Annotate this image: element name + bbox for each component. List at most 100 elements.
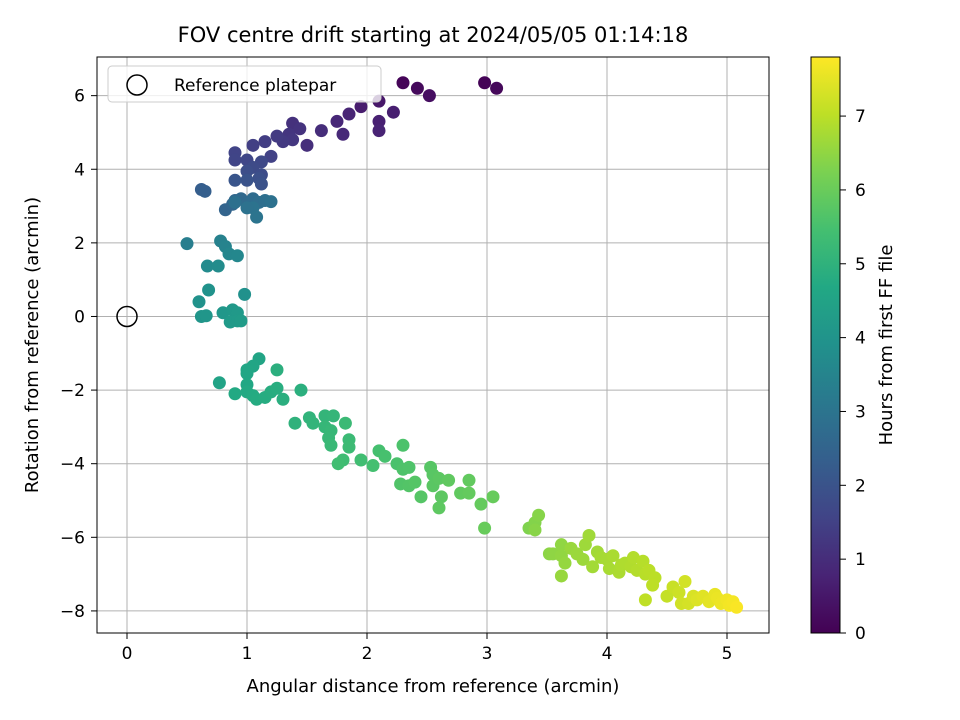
data-point bbox=[606, 549, 620, 563]
data-point bbox=[270, 129, 284, 143]
data-point bbox=[331, 457, 345, 471]
data-point bbox=[586, 560, 600, 574]
x-tick-label: 4 bbox=[602, 644, 613, 664]
y-tick-label: 0 bbox=[74, 307, 85, 327]
data-point bbox=[250, 210, 264, 224]
data-point bbox=[432, 501, 446, 515]
y-axis-label: Rotation from reference (arcmin) bbox=[22, 197, 43, 493]
data-point bbox=[410, 81, 424, 95]
data-point bbox=[228, 153, 242, 167]
data-point bbox=[230, 249, 244, 263]
data-point bbox=[228, 387, 242, 401]
data-point bbox=[558, 556, 572, 570]
data-point bbox=[336, 127, 350, 141]
data-point bbox=[264, 195, 278, 209]
data-point bbox=[474, 497, 488, 511]
data-point bbox=[228, 173, 242, 187]
data-point bbox=[228, 195, 242, 209]
data-point bbox=[286, 133, 300, 147]
data-point bbox=[396, 438, 410, 452]
data-point bbox=[730, 600, 744, 614]
data-point bbox=[198, 184, 212, 198]
data-point bbox=[554, 569, 568, 583]
data-point bbox=[192, 295, 206, 309]
data-point bbox=[330, 114, 344, 128]
x-tick-label: 1 bbox=[242, 644, 253, 664]
data-point bbox=[478, 521, 492, 535]
data-point bbox=[462, 486, 476, 500]
data-point bbox=[636, 554, 650, 568]
data-point bbox=[324, 438, 338, 452]
data-point bbox=[212, 376, 226, 390]
data-point bbox=[211, 259, 225, 273]
y-tick-label: 6 bbox=[74, 87, 85, 107]
data-point bbox=[372, 124, 386, 138]
data-point bbox=[422, 89, 436, 103]
data-point bbox=[434, 490, 448, 504]
data-point bbox=[314, 124, 328, 138]
y-tick-label: −8 bbox=[60, 602, 85, 622]
data-point bbox=[660, 589, 674, 603]
y-tick-label: −4 bbox=[60, 455, 85, 475]
data-point bbox=[254, 177, 268, 191]
y-tick-label: 4 bbox=[74, 160, 85, 180]
legend-marker bbox=[126, 74, 148, 96]
data-points bbox=[180, 76, 744, 614]
y-tick-label: 2 bbox=[74, 234, 85, 254]
reference-marker-group bbox=[116, 305, 138, 328]
data-point bbox=[240, 201, 254, 215]
data-point bbox=[293, 122, 307, 136]
data-point bbox=[372, 114, 386, 128]
y-axis-ticks: −8 −6 −4 −2 0 2 4 6 bbox=[60, 87, 97, 622]
reference-marker bbox=[116, 305, 138, 328]
data-point bbox=[258, 135, 272, 149]
legend-label: Reference platepar bbox=[174, 76, 336, 96]
data-point bbox=[288, 416, 302, 430]
data-point bbox=[180, 237, 194, 251]
data-point bbox=[638, 593, 652, 607]
data-point bbox=[582, 528, 596, 542]
data-point bbox=[264, 149, 278, 163]
data-point bbox=[532, 508, 546, 522]
colorbar-tick-label: 6 bbox=[855, 181, 866, 201]
x-axis-ticks: 0 1 2 3 4 5 bbox=[122, 633, 732, 664]
data-point bbox=[342, 107, 356, 121]
data-point bbox=[490, 81, 504, 95]
colorbar-tick-label: 0 bbox=[855, 624, 866, 644]
data-point bbox=[240, 164, 254, 178]
x-tick-label: 3 bbox=[482, 644, 493, 664]
data-point bbox=[342, 440, 356, 454]
colorbar-tick-label: 3 bbox=[855, 402, 866, 422]
data-point bbox=[442, 473, 456, 487]
data-point bbox=[240, 173, 254, 187]
data-point bbox=[386, 105, 400, 119]
x-tick-label: 0 bbox=[122, 644, 133, 664]
colorbar-tick-label: 7 bbox=[855, 107, 866, 127]
plot-frame bbox=[96, 56, 770, 634]
data-point bbox=[396, 76, 410, 90]
data-point bbox=[478, 76, 492, 90]
data-point bbox=[276, 392, 290, 406]
y-tick-label: −6 bbox=[60, 528, 85, 548]
data-point bbox=[646, 578, 660, 592]
data-point bbox=[300, 138, 314, 152]
data-point bbox=[486, 490, 500, 504]
colorbar-tick-label: 2 bbox=[855, 476, 866, 496]
data-point bbox=[306, 416, 320, 430]
data-point bbox=[294, 383, 308, 397]
data-point bbox=[240, 367, 254, 381]
data-point bbox=[234, 314, 248, 328]
data-point bbox=[528, 523, 542, 537]
data-point bbox=[338, 416, 352, 430]
x-axis-label: Angular distance from reference (arcmin) bbox=[247, 676, 620, 697]
data-point bbox=[408, 475, 422, 489]
data-point bbox=[354, 453, 368, 467]
data-point bbox=[432, 471, 446, 485]
colorbar-tick-label: 5 bbox=[855, 255, 866, 275]
data-point bbox=[199, 309, 213, 323]
colorbar-ticks: 0 1 2 3 4 5 6 7 bbox=[840, 107, 866, 644]
chart-title: FOV centre drift starting at 2024/05/05 … bbox=[178, 23, 689, 47]
data-point bbox=[462, 473, 476, 487]
